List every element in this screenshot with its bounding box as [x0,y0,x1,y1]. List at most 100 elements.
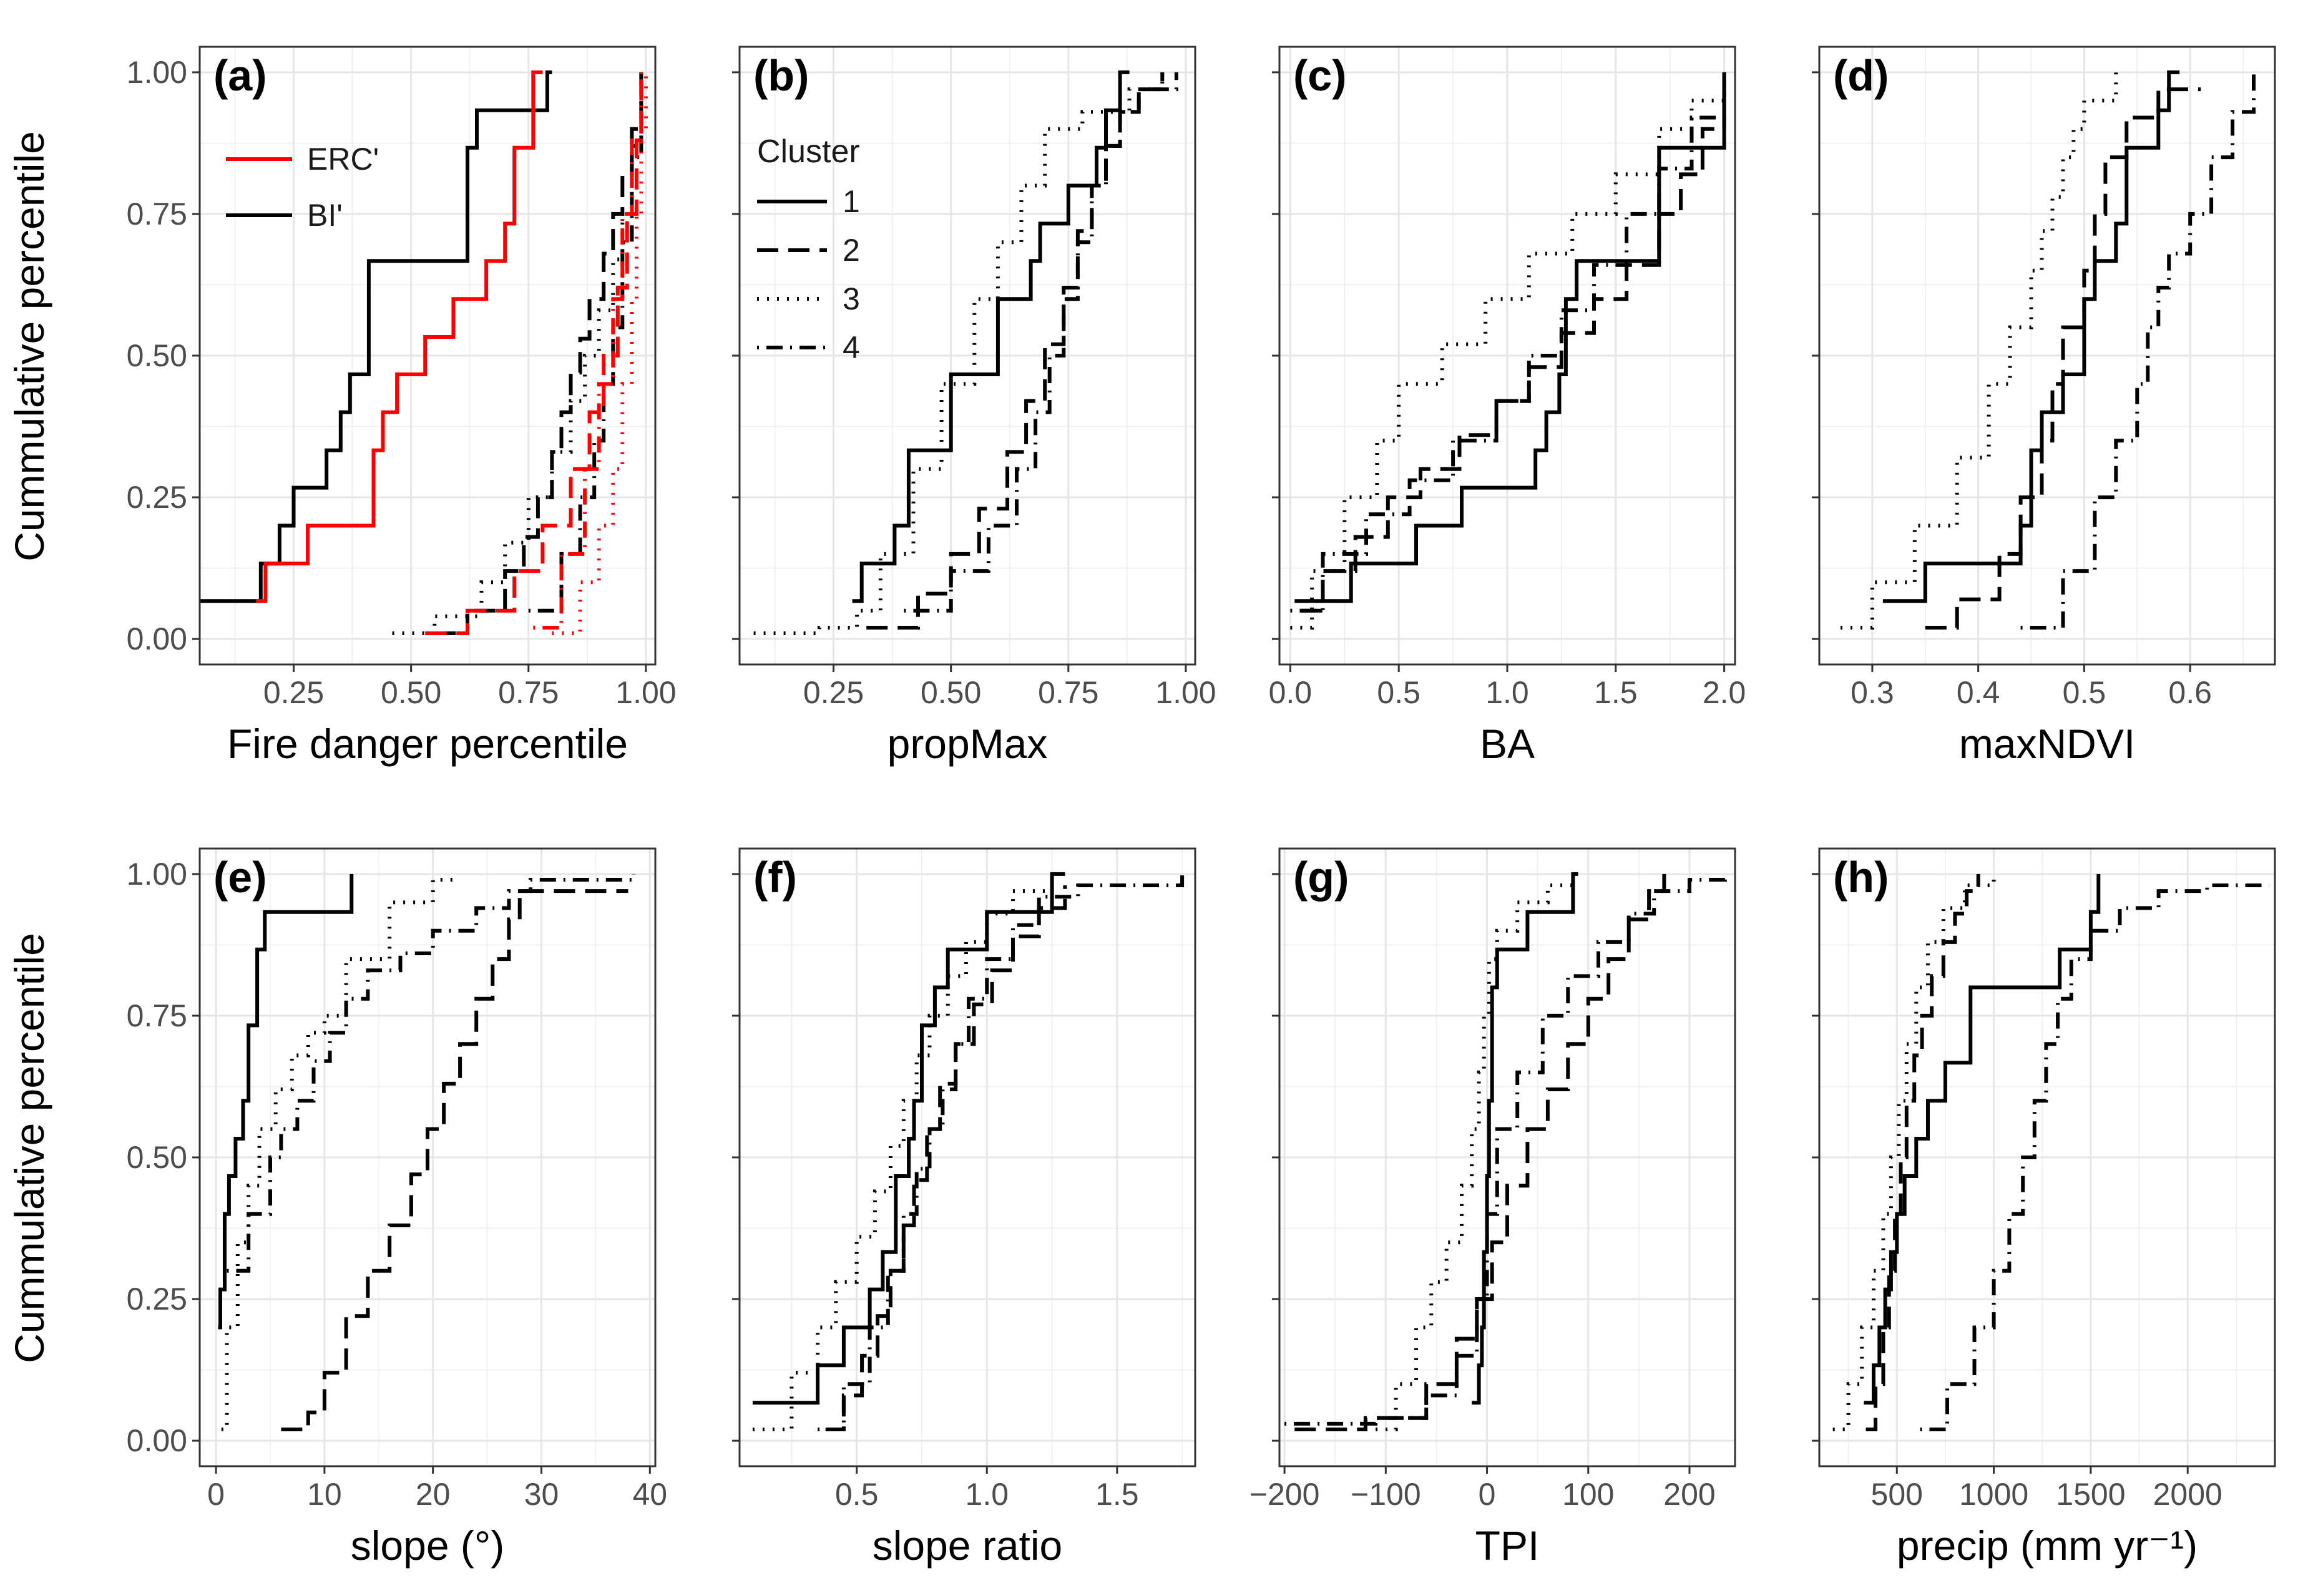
legend-label: 4 [843,330,860,365]
x-tick-label: 0.50 [381,675,441,710]
series-line-3 [1832,873,1996,1431]
series-line-4 [1290,72,1726,613]
x-tick-label: 1.00 [615,675,676,710]
x-tick-label: 1.0 [966,1477,1009,1512]
x-tick-label: 0 [207,1477,225,1512]
y-tick-label: 1.00 [127,857,187,892]
x-tick-label: 100 [1562,1477,1614,1512]
series-line-2 [1865,873,1980,1431]
y-tick-label: 0.25 [127,480,187,515]
x-tick-label: 1000 [1959,1477,2028,1512]
panel-b: 0.25 0.50 0.75 1.00 propMax (b) Cluster 1 2 3 4 [732,46,1216,767]
x-tick-label: 1.5 [1594,675,1638,710]
legend-label: 2 [843,233,860,268]
panel-e: 0.00 0.25 0.50 0.75 1.00 0 10 20 30 40 slope (°) (e… [127,847,667,1569]
x-axis-title: slope (°) [351,1522,504,1569]
panel-tag: (d) [1833,51,1889,100]
series-line-4 [904,72,1178,613]
x-tick-label: 500 [1871,1477,1923,1512]
x-tick-label: 0.25 [263,675,324,710]
x-tick-label: 0 [1479,1477,1496,1512]
panel-tag: (g) [1293,853,1349,902]
x-tick-label: 0.50 [921,675,981,710]
y-tick-label: 0.75 [127,197,187,231]
x-tick-label: 30 [524,1477,559,1512]
x-tick-label: −100 [1351,1477,1421,1512]
x-tick-label: −200 [1249,1477,1320,1512]
series-line-4 [818,873,1185,1431]
series-line-erc-1 [256,70,543,603]
legend-fire-danger: ERC' BI' [226,142,379,233]
series-line-3 [752,873,1054,1431]
panel-g: −200 −100 0 100 200 TPI (g) [1249,847,1736,1569]
y-tick-label: 0.25 [127,1282,187,1316]
x-tick-label: 10 [307,1477,342,1512]
y-tick-label: 0.50 [127,1140,187,1175]
legend-label: BI' [307,198,343,233]
series-line-2 [1294,873,1666,1431]
x-tick-label: 0.3 [1851,675,1894,710]
x-axis-title: precip (mm yr⁻¹) [1897,1522,2198,1569]
panel-h: 500 1000 1500 2000 precip (mm yr⁻¹) (h) [1812,847,2276,1569]
series-line-erc-4 [533,72,643,630]
series-line-1 [752,872,1065,1405]
x-tick-label: 1.5 [1095,1477,1139,1512]
legend-label: 3 [843,281,860,316]
panel-tag: (h) [1833,853,1889,902]
series-line-2 [281,889,628,1431]
y-tick-label: 0.00 [127,621,187,656]
x-tick-label: 20 [416,1477,451,1512]
panel-f: 0.5 1.0 1.5 slope ratio (f) [732,847,1196,1569]
x-axis-title: maxNDVI [1959,721,2135,767]
legend-title: Cluster [757,134,860,170]
series-line-1 [1864,873,2101,1405]
series-line-3 [1376,873,1575,1431]
x-tick-label: 0.0 [1269,675,1313,710]
panel-tag: (c) [1293,51,1347,100]
series-line-4 [1920,883,2269,1431]
x-axis-title: slope ratio [873,1522,1063,1569]
series-line-4 [1284,873,1727,1426]
x-tick-label: 1500 [2056,1477,2125,1512]
x-tick-label: 0.75 [498,675,559,710]
x-tick-label: 0.25 [803,675,864,710]
x-tick-label: 2.0 [1703,675,1746,710]
series-line-2 [1925,87,2201,630]
series-line-1 [852,70,1130,603]
y-axis-title-bottom-row: Cummulative percentile [6,933,52,1363]
panel-tag: (a) [213,51,267,100]
series-line-bi-1 [200,70,552,603]
x-tick-label: 200 [1663,1477,1715,1512]
legend-label: 1 [843,184,860,219]
panel-tag: (e) [213,853,267,902]
series-line-4 [2020,72,2256,630]
panel-a: 0.00 0.25 0.50 0.75 1.00 0.25 0.50 0.75 1.00 Fire… [127,46,677,767]
y-tick-label: 0.75 [127,998,187,1033]
x-axis-title: Fire danger percentile [227,721,628,767]
x-tick-label: 0.4 [1957,675,2000,710]
x-tick-label: 0.75 [1038,675,1098,710]
series-line-1 [218,873,354,1330]
series-line-bi-3 [392,72,643,635]
y-axis-title-top-row: Cummulative percentile [6,131,52,562]
x-tick-label: 0.5 [1377,675,1420,710]
y-tick-label: 1.00 [127,55,187,90]
x-tick-label: 1.00 [1155,675,1216,710]
legend-label: ERC' [307,142,379,177]
series-line-3 [753,72,1165,635]
x-tick-label: 1.0 [1485,675,1529,710]
series-line-4 [227,873,636,1273]
x-axis-title: propMax [887,721,1048,767]
panel-tag: (b) [753,51,809,100]
series-line-2 [825,885,1067,1431]
series-line-erc-3 [552,72,648,635]
panel-tag: (f) [753,853,797,902]
series-line-2 [866,72,1165,630]
x-axis-title: BA [1480,721,1535,767]
panels: 0.000.250.500.751.000.25 0.50 0.75 1.00Fire… [127,46,2276,1569]
x-tick-label: 0.5 [2063,675,2106,710]
series-line-bi-2 [434,72,643,635]
x-axis-title: TPI [1475,1522,1540,1569]
y-tick-label: 0.00 [127,1423,187,1458]
